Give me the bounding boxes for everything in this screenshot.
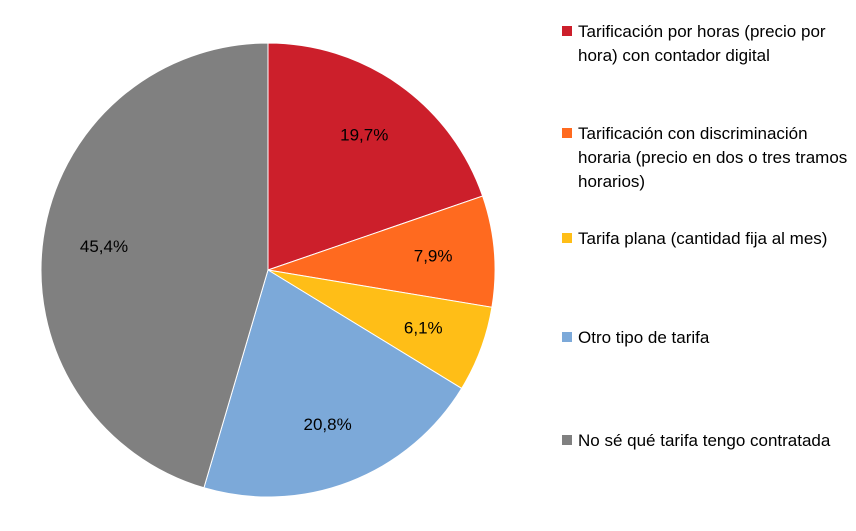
data-label-unknown: 45,4% bbox=[80, 237, 128, 256]
data-label-flat-rate: 6,1% bbox=[404, 318, 443, 337]
legend-item-flat-rate: Tarifa plana (cantidad fija al mes) bbox=[562, 227, 852, 251]
legend-item-other: Otro tipo de tarifa bbox=[562, 326, 852, 350]
legend-label-time-discrimination: Tarificación con discriminación horaria … bbox=[578, 124, 848, 191]
pie-slice-time-discrimination bbox=[267, 195, 496, 308]
data-label-time-discrimination: 7,9% bbox=[414, 247, 453, 266]
legend-swatch-time-discrimination bbox=[562, 128, 572, 138]
pie-chart: 19,7% 7,9% 6,1% 20,8% 45,4% bbox=[40, 42, 496, 498]
pie-data-labels: 19,7% 7,9% 6,1% 20,8% 45,4% bbox=[80, 126, 453, 435]
legend-item-hourly: Tarificación por horas (precio por hora)… bbox=[562, 20, 852, 68]
legend-item-time-discrimination: Tarificación con discriminación horaria … bbox=[562, 122, 852, 194]
legend-swatch-flat-rate bbox=[562, 233, 572, 243]
legend-label-other: Otro tipo de tarifa bbox=[578, 328, 710, 347]
legend-label-unknown: No sé qué tarifa tengo contratada bbox=[578, 431, 831, 450]
legend-label-flat-rate: Tarifa plana (cantidad fija al mes) bbox=[578, 229, 828, 248]
pie-slice-unknown bbox=[40, 42, 269, 489]
legend-swatch-unknown bbox=[562, 435, 572, 445]
legend-swatch-other bbox=[562, 332, 572, 342]
data-label-hourly: 19,7% bbox=[340, 126, 388, 145]
legend: Tarificación por horas (precio por hora)… bbox=[562, 0, 852, 531]
data-label-other: 20,8% bbox=[303, 415, 351, 434]
legend-label-hourly: Tarificación por horas (precio por hora)… bbox=[578, 22, 826, 65]
legend-swatch-hourly bbox=[562, 26, 572, 36]
legend-item-unknown: No sé qué tarifa tengo contratada bbox=[562, 429, 852, 453]
pie-slice-other bbox=[203, 269, 463, 498]
pie-slices bbox=[40, 42, 496, 498]
pie-slice-hourly bbox=[267, 42, 484, 271]
